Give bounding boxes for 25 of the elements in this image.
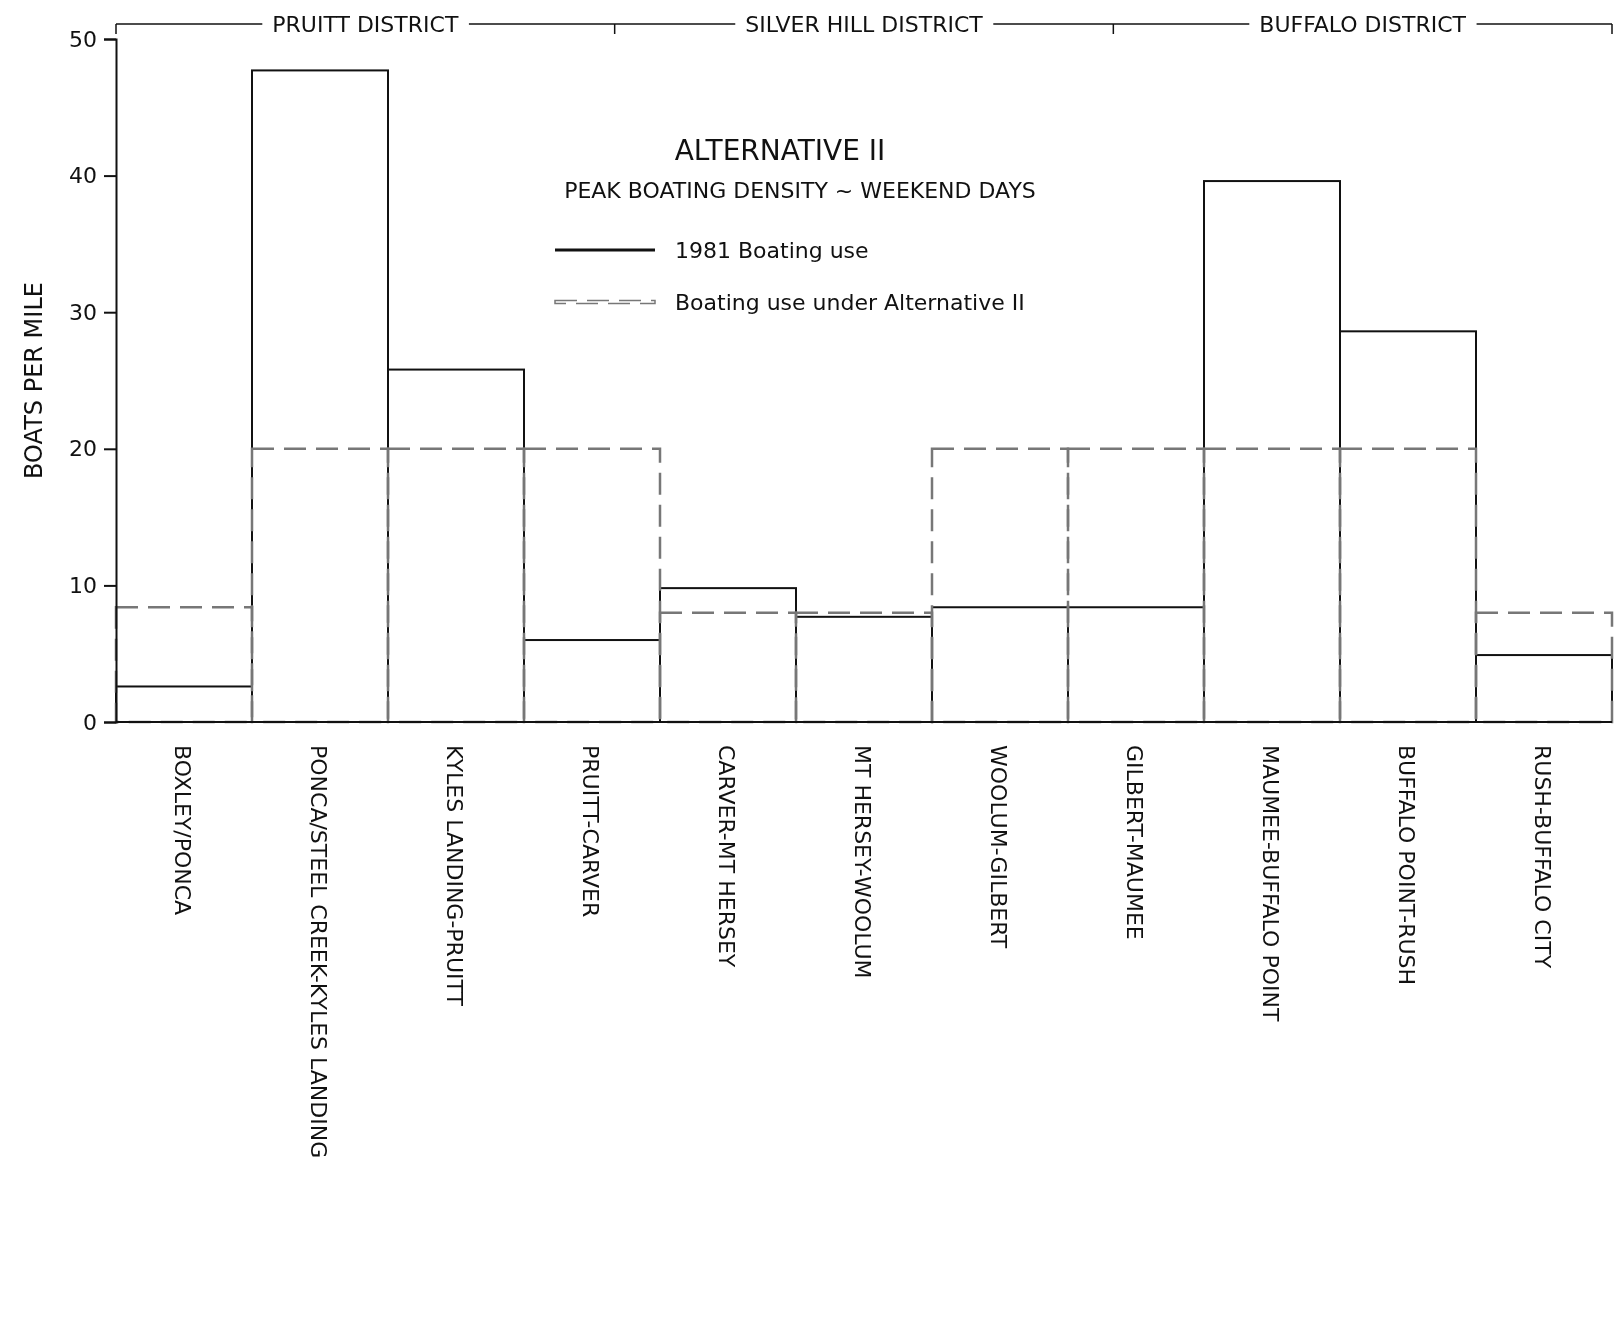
y-tick-label: 20: [69, 436, 97, 462]
y-tick-label: 40: [69, 163, 97, 189]
x-tick-label: CARVER-MT HERSEY: [714, 745, 739, 968]
x-tick-label: BUFFALO POINT-RUSH: [1394, 745, 1419, 986]
y-tick-label: 10: [69, 572, 97, 598]
y-axis-title: BOATS PER MILE: [20, 282, 48, 479]
legend-label: 1981 Boating use: [675, 238, 869, 263]
x-tick-label: WOOLUM-GILBERT: [986, 745, 1011, 949]
x-tick-label: RUSH-BUFFALO CITY: [1530, 745, 1555, 969]
x-tick-label: KYLES LANDING-PRUITT: [442, 745, 467, 1007]
text: ALTERNATIVE II: [674, 134, 886, 167]
y-tick-label: 50: [69, 26, 97, 52]
legend-label: Boating use under Alternative II: [675, 290, 1025, 315]
y-tick-label: 30: [69, 299, 97, 325]
x-tick-label: MAUMEE-BUFFALO POINT: [1258, 745, 1283, 1022]
text: SILVER HILL DISTRICT: [745, 12, 984, 37]
x-tick-label: PONCA/STEEL CREEK-KYLES LANDING: [306, 745, 331, 1159]
x-tick-label: MT HERSEY-WOOLUM: [850, 745, 875, 979]
text: BUFFALO DISTRICT: [1259, 12, 1467, 37]
text: PRUITT DISTRICT: [272, 12, 459, 37]
x-tick-label: PRUITT-CARVER: [578, 745, 603, 918]
x-tick-label: GILBERT-MAUMEE: [1122, 745, 1147, 940]
x-tick-label: BOXLEY/PONCA: [170, 745, 195, 916]
text: PEAK BOATING DENSITY ~ WEEKEND DAYS: [564, 178, 1036, 203]
y-tick-label: 0: [83, 709, 97, 735]
